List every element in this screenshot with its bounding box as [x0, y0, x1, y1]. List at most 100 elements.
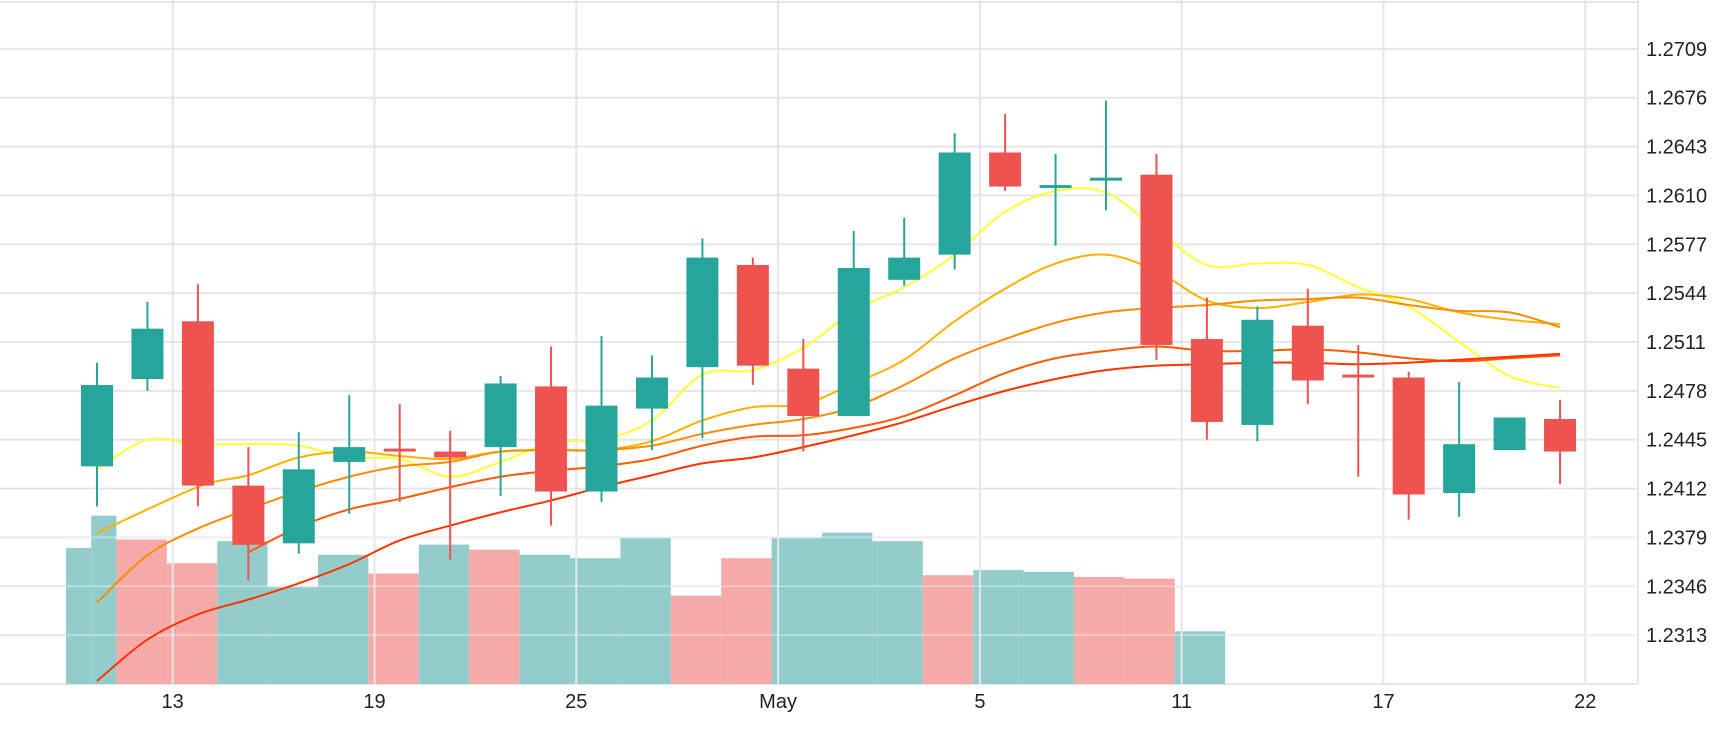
x-tick-label: 17: [1372, 691, 1394, 713]
volume-bar: [721, 558, 772, 684]
volume-bar: [1074, 576, 1125, 684]
x-tick-label: 19: [363, 691, 385, 713]
volume-bar: [418, 544, 470, 684]
volume-bar: [318, 554, 369, 684]
candle-up: [484, 376, 517, 496]
candle-body: [1090, 177, 1122, 181]
candle-body: [1291, 325, 1324, 381]
x-tick-label: 25: [565, 691, 587, 713]
volume-bar: [922, 575, 974, 684]
y-tick-label: 1.2511: [1646, 332, 1706, 354]
volume-layer: [66, 515, 1226, 684]
candle-down: [736, 257, 769, 385]
candle-body: [1544, 418, 1577, 452]
candle-body: [535, 386, 568, 492]
candle-body: [585, 405, 618, 492]
axis-layer: 1.2313 1.2346 1.2379 1.2412 1.2445 1.2478 1.25…: [162, 39, 1708, 713]
y-tick-label: 1.2313: [1646, 625, 1707, 647]
candle-down: [232, 447, 265, 581]
candle-body: [989, 152, 1022, 187]
candle-down: [989, 114, 1022, 191]
candle-up: [131, 302, 164, 391]
candle-body: [1443, 444, 1476, 494]
candle-up: [1493, 417, 1526, 451]
candle-body: [1342, 374, 1375, 378]
candle-body: [686, 257, 719, 368]
x-tick-label: May: [759, 691, 797, 713]
candle-down: [1291, 288, 1324, 405]
candle-body: [333, 447, 366, 462]
y-tick-label: 1.2709: [1646, 39, 1707, 61]
candle-up: [1443, 381, 1476, 517]
candle-body: [232, 485, 265, 545]
volume-bar: [469, 549, 520, 684]
candle-down: [1342, 344, 1375, 477]
candle-up: [635, 355, 668, 451]
candle-down: [181, 284, 214, 507]
candle-down: [383, 404, 416, 502]
y-tick-label: 1.2676: [1646, 88, 1707, 110]
candle-body: [1241, 319, 1274, 425]
y-tick-label: 1.2577: [1646, 234, 1707, 256]
candle-up: [282, 432, 315, 554]
volume-bar: [368, 573, 419, 684]
candle-body: [635, 377, 668, 409]
volume-bar: [519, 554, 570, 684]
candle-down: [434, 430, 467, 560]
candle-body: [888, 257, 921, 280]
volume-bar: [973, 570, 1024, 684]
candle-down: [1392, 371, 1425, 520]
candle-body: [383, 448, 416, 452]
volume-bar: [91, 515, 117, 684]
candle-body: [131, 328, 164, 380]
x-tick-label: 22: [1574, 691, 1596, 713]
candle-up: [81, 362, 113, 507]
candle-up: [1039, 153, 1072, 246]
moving-average-line-3: [96, 296, 1561, 604]
candle-body: [1140, 174, 1173, 345]
moving-average-line-1: [96, 187, 1561, 478]
candle-body: [181, 321, 214, 486]
candle-up: [1090, 100, 1122, 211]
candle-body: [434, 451, 467, 458]
candle-up: [333, 395, 366, 514]
moving-average-line-2: [96, 253, 1561, 534]
candle-up: [938, 133, 971, 270]
candle-down: [787, 339, 820, 452]
x-tick-label: 11: [1171, 691, 1192, 713]
volume-bar: [670, 595, 722, 684]
candle-down: [535, 346, 568, 526]
moving-average-line-4: [247, 345, 1561, 554]
candle-body: [938, 152, 971, 255]
candle-up: [888, 217, 921, 286]
candle-body: [1493, 417, 1526, 451]
vertical-grid-layer: [66, 0, 1638, 684]
candle-up: [1241, 306, 1274, 442]
volume-bar: [1174, 631, 1226, 684]
y-tick-label: 1.2412: [1646, 479, 1707, 501]
candle-down: [1544, 399, 1577, 485]
candle-body: [1392, 377, 1425, 495]
y-tick-label: 1.2544: [1646, 283, 1707, 305]
candle-layer: [81, 100, 1577, 581]
y-tick-label: 1.2478: [1646, 381, 1707, 403]
candle-body: [787, 368, 820, 417]
volume-bar: [570, 558, 621, 684]
x-tick-label: 5: [974, 691, 985, 713]
candle-body: [736, 265, 769, 366]
x-tick-label: 13: [162, 691, 184, 713]
candle-body: [484, 383, 517, 448]
candle-down: [1140, 153, 1173, 360]
volume-bar: [116, 539, 167, 684]
candle-down: [1190, 297, 1223, 440]
candle-body: [837, 267, 870, 417]
volume-bar: [771, 537, 822, 684]
volume-bar: [620, 537, 671, 684]
candle-up: [686, 238, 719, 439]
candle-up: [585, 336, 618, 502]
y-tick-label: 1.2643: [1646, 137, 1707, 159]
candle-body: [1190, 339, 1223, 422]
volume-bar: [267, 587, 318, 684]
